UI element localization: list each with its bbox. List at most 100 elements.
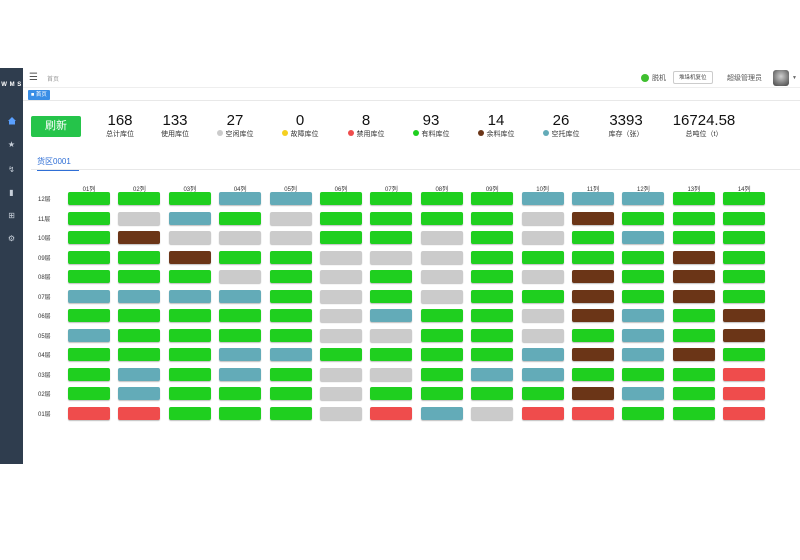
storage-slot[interactable] bbox=[168, 192, 211, 205]
storage-slot[interactable] bbox=[219, 250, 262, 264]
storage-slot[interactable] bbox=[672, 289, 715, 303]
storage-slot[interactable] bbox=[420, 348, 463, 361]
grid-icon[interactable]: ⊞ bbox=[8, 211, 15, 220]
storage-slot[interactable] bbox=[269, 387, 312, 400]
storage-slot[interactable] bbox=[118, 250, 161, 264]
storage-slot[interactable] bbox=[168, 309, 211, 322]
storage-slot[interactable] bbox=[420, 211, 463, 225]
storage-slot[interactable] bbox=[521, 231, 564, 244]
storage-slot[interactable] bbox=[723, 250, 766, 264]
storage-slot[interactable] bbox=[320, 192, 362, 205]
storage-slot[interactable] bbox=[320, 250, 362, 264]
storage-slot[interactable] bbox=[622, 406, 665, 420]
storage-slot[interactable] bbox=[68, 367, 110, 381]
book-icon[interactable]: ▮ bbox=[9, 188, 14, 197]
storage-slot[interactable] bbox=[68, 328, 110, 342]
storage-slot[interactable] bbox=[471, 328, 514, 342]
storage-slot[interactable] bbox=[672, 309, 715, 322]
storage-slot[interactable] bbox=[219, 211, 262, 225]
storage-slot[interactable] bbox=[521, 328, 564, 342]
storage-slot[interactable] bbox=[471, 289, 514, 303]
storage-slot[interactable] bbox=[219, 270, 262, 283]
storage-slot[interactable] bbox=[68, 289, 110, 303]
storage-slot[interactable] bbox=[622, 250, 665, 264]
storage-slot[interactable] bbox=[672, 367, 715, 381]
storage-slot[interactable] bbox=[622, 367, 665, 381]
storage-slot[interactable] bbox=[672, 328, 715, 342]
storage-slot[interactable] bbox=[622, 387, 665, 400]
storage-slot[interactable] bbox=[118, 211, 161, 225]
storage-slot[interactable] bbox=[622, 192, 665, 205]
storage-slot[interactable] bbox=[68, 387, 110, 400]
storage-slot[interactable] bbox=[219, 192, 262, 205]
storage-slot[interactable] bbox=[269, 289, 312, 303]
storage-slot[interactable] bbox=[269, 328, 312, 342]
storage-slot[interactable] bbox=[219, 231, 262, 244]
storage-slot[interactable] bbox=[572, 250, 614, 264]
storage-slot[interactable] bbox=[622, 309, 665, 322]
storage-slot[interactable] bbox=[723, 231, 766, 244]
storage-slot[interactable] bbox=[320, 309, 362, 322]
storage-slot[interactable] bbox=[320, 328, 362, 342]
history-icon[interactable]: ↯ bbox=[8, 165, 15, 174]
storage-slot[interactable] bbox=[168, 289, 211, 303]
storage-slot[interactable] bbox=[370, 367, 413, 381]
storage-slot[interactable] bbox=[168, 367, 211, 381]
storage-slot[interactable] bbox=[370, 270, 413, 283]
storage-slot[interactable] bbox=[370, 211, 413, 225]
storage-slot[interactable] bbox=[420, 406, 463, 420]
storage-slot[interactable] bbox=[572, 348, 614, 361]
storage-slot[interactable] bbox=[68, 406, 110, 420]
storage-slot[interactable] bbox=[521, 250, 564, 264]
storage-slot[interactable] bbox=[420, 387, 463, 400]
storage-slot[interactable] bbox=[269, 309, 312, 322]
storage-slot[interactable] bbox=[168, 211, 211, 225]
storage-slot[interactable] bbox=[118, 231, 161, 244]
storage-slot[interactable] bbox=[320, 289, 362, 303]
storage-slot[interactable] bbox=[420, 289, 463, 303]
storage-slot[interactable] bbox=[521, 387, 564, 400]
storage-slot[interactable] bbox=[219, 348, 262, 361]
storage-slot[interactable] bbox=[572, 289, 614, 303]
storage-slot[interactable] bbox=[723, 289, 766, 303]
storage-slot[interactable] bbox=[672, 250, 715, 264]
storage-slot[interactable] bbox=[420, 367, 463, 381]
tab-zone-0001[interactable]: 货区0001 bbox=[37, 156, 79, 171]
storage-slot[interactable] bbox=[320, 348, 362, 361]
storage-slot[interactable] bbox=[320, 211, 362, 225]
storage-slot[interactable] bbox=[118, 270, 161, 283]
storage-slot[interactable] bbox=[471, 348, 514, 361]
storage-slot[interactable] bbox=[420, 231, 463, 244]
storage-slot[interactable] bbox=[521, 348, 564, 361]
storage-slot[interactable] bbox=[370, 406, 413, 420]
storage-slot[interactable] bbox=[219, 328, 262, 342]
storage-slot[interactable] bbox=[672, 192, 715, 205]
storage-slot[interactable] bbox=[168, 387, 211, 400]
storage-slot[interactable] bbox=[269, 367, 312, 381]
storage-slot[interactable] bbox=[521, 406, 564, 420]
storage-slot[interactable] bbox=[572, 231, 614, 244]
storage-slot[interactable] bbox=[118, 328, 161, 342]
storage-slot[interactable] bbox=[118, 367, 161, 381]
storage-slot[interactable] bbox=[471, 309, 514, 322]
storage-slot[interactable] bbox=[572, 211, 614, 225]
storage-slot[interactable] bbox=[471, 192, 514, 205]
storage-slot[interactable] bbox=[68, 309, 110, 322]
storage-slot[interactable] bbox=[168, 231, 211, 244]
storage-slot[interactable] bbox=[118, 348, 161, 361]
storage-slot[interactable] bbox=[521, 211, 564, 225]
storage-slot[interactable] bbox=[622, 348, 665, 361]
storage-slot[interactable] bbox=[68, 348, 110, 361]
storage-slot[interactable] bbox=[420, 309, 463, 322]
storage-slot[interactable] bbox=[219, 309, 262, 322]
storage-slot[interactable] bbox=[219, 289, 262, 303]
storage-slot[interactable] bbox=[521, 309, 564, 322]
storage-slot[interactable] bbox=[219, 406, 262, 420]
storage-slot[interactable] bbox=[320, 406, 362, 420]
storage-slot[interactable] bbox=[572, 367, 614, 381]
storage-slot[interactable] bbox=[219, 367, 262, 381]
storage-slot[interactable] bbox=[572, 406, 614, 420]
storage-slot[interactable] bbox=[118, 289, 161, 303]
storage-slot[interactable] bbox=[320, 231, 362, 244]
storage-slot[interactable] bbox=[471, 387, 514, 400]
